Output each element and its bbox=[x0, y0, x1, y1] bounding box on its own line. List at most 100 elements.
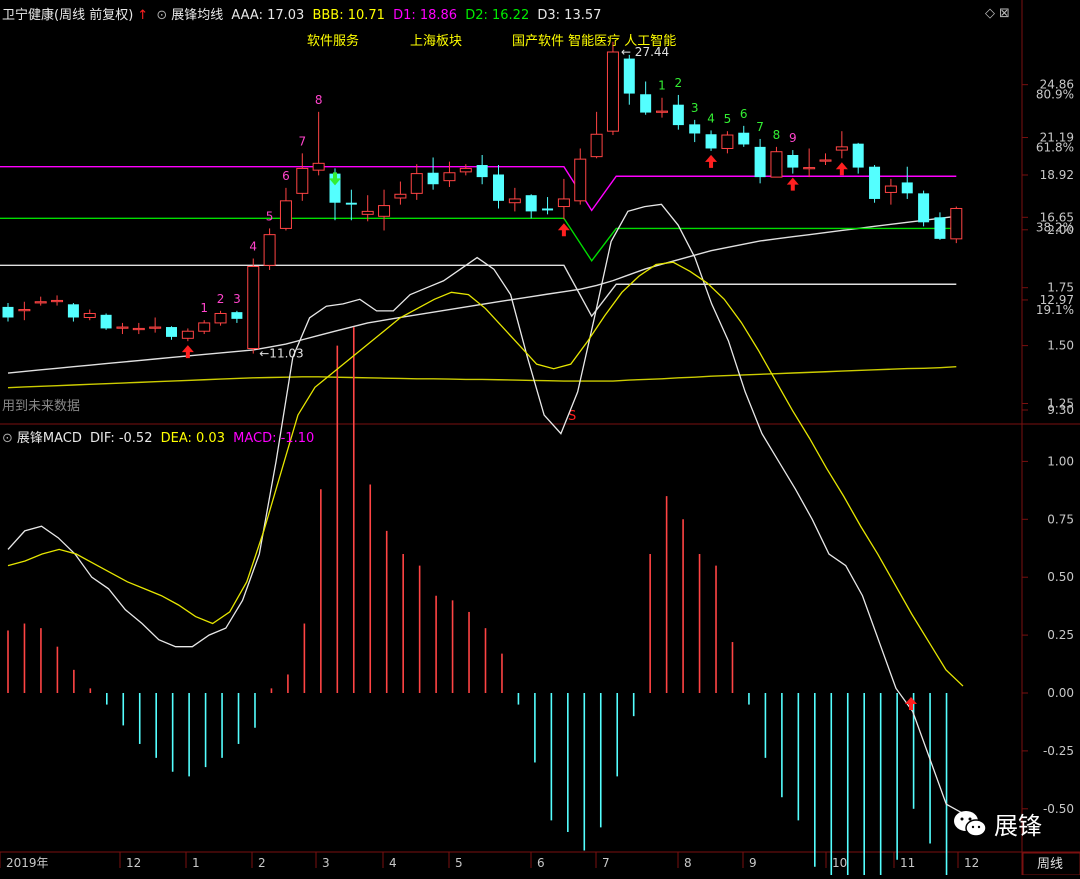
candle-body bbox=[574, 158, 587, 202]
candle-up bbox=[950, 206, 963, 244]
diamond-icon[interactable]: ◇ bbox=[985, 6, 995, 21]
up-arrow-icon: ↑ bbox=[137, 8, 149, 23]
candle-up bbox=[394, 181, 407, 205]
macd-name[interactable]: 展锋MACD bbox=[16, 431, 82, 446]
sequence-count-label: 9 bbox=[789, 131, 797, 145]
sequence-count-label: 3 bbox=[691, 101, 699, 115]
candle-body bbox=[770, 151, 783, 178]
candle-up bbox=[34, 296, 47, 306]
buy-arrow-icon bbox=[835, 162, 848, 176]
sequence-count-label: 8 bbox=[315, 93, 323, 107]
candle-body bbox=[819, 159, 832, 162]
buy-arrow-icon bbox=[786, 177, 799, 191]
sequence-count-label: 2 bbox=[675, 76, 683, 90]
time-label: 6 bbox=[537, 856, 545, 870]
candle-up bbox=[214, 310, 227, 326]
candle-down bbox=[525, 194, 537, 219]
candle-body bbox=[34, 301, 47, 304]
d1-line bbox=[0, 166, 957, 212]
candle-body bbox=[279, 200, 292, 229]
candle-down bbox=[231, 310, 243, 323]
candle-body bbox=[67, 304, 79, 318]
candle-up bbox=[247, 258, 260, 354]
dropdown-icon[interactable]: ⊙ bbox=[2, 431, 13, 446]
candle-body bbox=[459, 167, 472, 173]
close-icon[interactable]: ⊠ bbox=[999, 6, 1010, 21]
candle-body bbox=[296, 167, 309, 194]
candle-up bbox=[83, 309, 96, 321]
candle-down bbox=[754, 138, 766, 184]
future-data-note: 用到未来数据 bbox=[2, 399, 81, 414]
candle-up bbox=[296, 153, 309, 201]
price-tick-label: 21.19 bbox=[1040, 131, 1074, 145]
macd-tick-label: 1.50 bbox=[1047, 339, 1074, 353]
candle-down bbox=[542, 197, 554, 215]
sequence-count-label: 7 bbox=[756, 120, 764, 134]
candle-body bbox=[443, 172, 456, 182]
macd-tick-label: 0.50 bbox=[1047, 570, 1074, 584]
candle-down bbox=[345, 189, 357, 221]
candle-up bbox=[279, 187, 292, 231]
macd-tick-label: -0.50 bbox=[1043, 802, 1074, 816]
candle-body bbox=[934, 217, 946, 239]
macd-tick-label: 0.00 bbox=[1047, 686, 1074, 700]
sequence-count-label: 7 bbox=[298, 134, 306, 148]
sequence-count-label: 5 bbox=[724, 112, 732, 126]
sequence-count-label: 1 bbox=[658, 79, 666, 93]
indicator-name[interactable]: 展锋均线 bbox=[171, 8, 224, 23]
percent-tick-label: 61.8% bbox=[1036, 141, 1074, 155]
candle-body bbox=[51, 299, 64, 303]
candle-up bbox=[574, 148, 587, 205]
wechat-icon bbox=[954, 810, 987, 837]
candle-body bbox=[705, 134, 717, 149]
candle-down bbox=[67, 303, 79, 322]
d3-line bbox=[0, 264, 957, 318]
candle-up bbox=[443, 161, 456, 187]
candle-body bbox=[149, 326, 162, 329]
dropdown-icon[interactable]: ⊙ bbox=[156, 8, 168, 23]
candle-body bbox=[263, 234, 276, 266]
dea-line bbox=[7, 261, 964, 687]
candle-body bbox=[884, 185, 897, 193]
candle-down bbox=[689, 119, 701, 143]
candle-body bbox=[361, 210, 374, 215]
candle-body bbox=[508, 198, 521, 204]
macd-cross-arrow-icon bbox=[905, 697, 917, 710]
macd-tick-label: 1.75 bbox=[1047, 281, 1074, 295]
time-label: 11 bbox=[900, 856, 915, 870]
candle-body bbox=[590, 133, 603, 158]
candle-body bbox=[869, 166, 881, 199]
candle-down bbox=[2, 303, 14, 322]
candle-body bbox=[83, 312, 96, 318]
candle-up bbox=[181, 328, 194, 342]
candle-down bbox=[934, 212, 946, 240]
aaa-value: AAA: 17.03 bbox=[231, 8, 305, 23]
candle-up bbox=[656, 97, 668, 118]
candle-body bbox=[231, 312, 243, 319]
candle-down bbox=[705, 130, 717, 151]
candle-up bbox=[312, 111, 325, 176]
d2-value: D2: 16.22 bbox=[465, 8, 530, 23]
candle-body bbox=[329, 173, 341, 203]
macd-tick-label: 1.00 bbox=[1047, 454, 1074, 468]
long-ma-line bbox=[7, 366, 957, 389]
d3-value: D3: 13.57 bbox=[537, 8, 602, 23]
macd-tick-label: 2.00 bbox=[1047, 223, 1074, 237]
macd-tick-label: 1.25 bbox=[1047, 397, 1074, 411]
macd-value: MACD: -1.10 bbox=[233, 431, 315, 446]
stock-title: 卫宁健康(周线 前复权) bbox=[2, 8, 134, 23]
sequence-count-label: 1 bbox=[200, 301, 208, 315]
candle-up bbox=[884, 178, 897, 205]
time-label: 1 bbox=[192, 856, 200, 870]
candle-body bbox=[787, 154, 799, 168]
candle-down bbox=[166, 326, 177, 340]
sequence-count-label: 4 bbox=[707, 111, 715, 125]
candle-body bbox=[476, 165, 488, 178]
concept-label: 上海板块 bbox=[410, 34, 463, 49]
candle-body bbox=[754, 146, 766, 178]
sequence-count-label: 8 bbox=[773, 128, 781, 142]
sell-arrow-icon bbox=[329, 172, 341, 186]
candle-up bbox=[803, 148, 816, 178]
candle-body bbox=[345, 202, 357, 205]
